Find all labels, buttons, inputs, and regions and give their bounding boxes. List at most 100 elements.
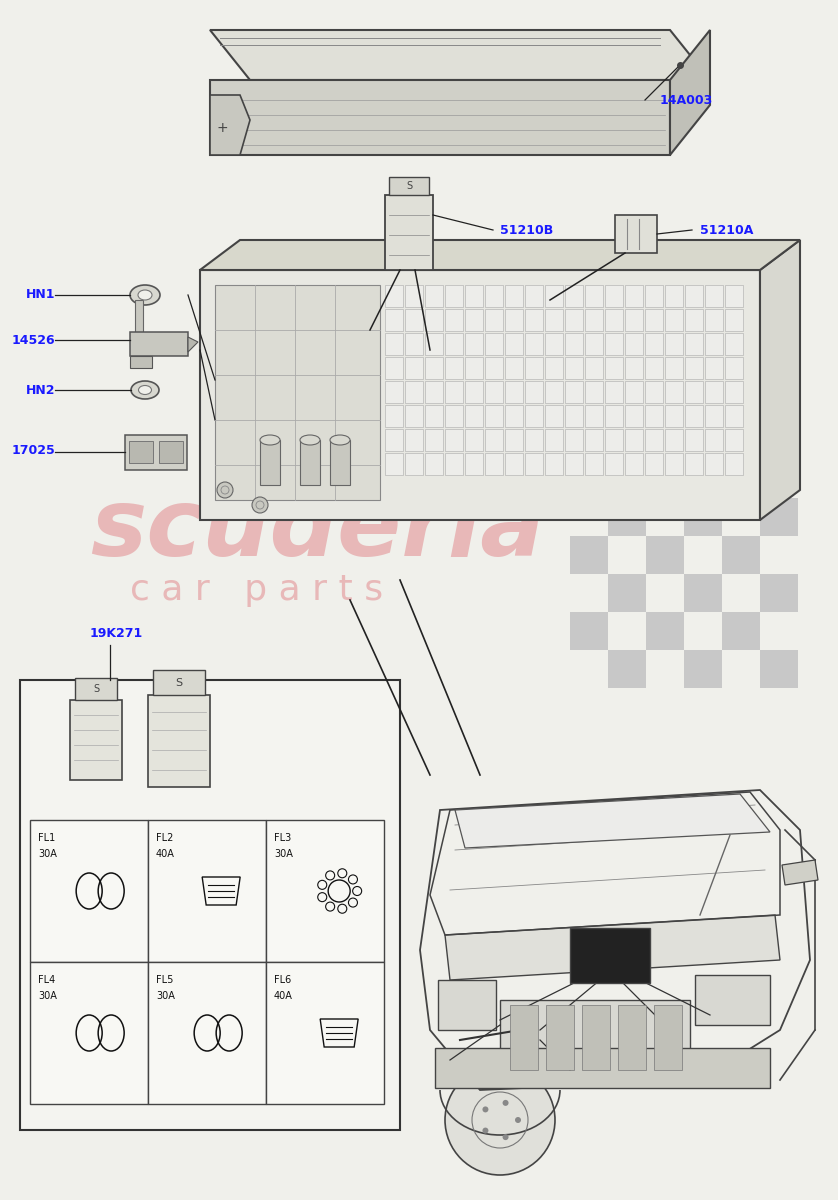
Bar <box>505 332 523 355</box>
Bar <box>135 300 143 332</box>
Bar <box>725 428 743 451</box>
Bar <box>654 1006 682 1070</box>
Circle shape <box>515 1117 521 1123</box>
Bar <box>565 428 583 451</box>
Text: FL6: FL6 <box>274 974 292 985</box>
Bar <box>685 382 703 403</box>
Bar <box>685 404 703 427</box>
Ellipse shape <box>131 382 159 398</box>
Bar <box>70 700 122 780</box>
Bar <box>300 440 320 485</box>
Bar <box>405 452 423 475</box>
Bar <box>565 284 583 307</box>
Bar <box>438 980 496 1030</box>
Polygon shape <box>200 270 760 520</box>
Bar <box>445 404 463 427</box>
Text: 30A: 30A <box>156 991 175 1001</box>
Bar <box>505 382 523 403</box>
Text: 51210A: 51210A <box>700 223 753 236</box>
Text: FL1: FL1 <box>38 833 55 842</box>
Bar <box>159 440 183 463</box>
Bar <box>725 308 743 331</box>
Bar <box>389 176 429 194</box>
Bar <box>565 452 583 475</box>
Bar <box>685 428 703 451</box>
Bar <box>605 452 623 475</box>
Bar <box>585 284 603 307</box>
Bar <box>585 382 603 403</box>
Text: 14A003: 14A003 <box>660 94 713 107</box>
Bar <box>215 284 380 500</box>
Ellipse shape <box>260 434 280 445</box>
Polygon shape <box>210 80 670 155</box>
Bar <box>330 440 350 485</box>
Bar <box>385 404 403 427</box>
Bar <box>505 428 523 451</box>
Text: 30A: 30A <box>274 850 292 859</box>
Bar <box>665 382 683 403</box>
Bar <box>725 332 743 355</box>
Text: 40A: 40A <box>156 850 175 859</box>
Bar <box>725 404 743 427</box>
Bar <box>582 1006 610 1070</box>
Bar <box>465 332 483 355</box>
Bar <box>130 356 152 368</box>
Bar <box>685 332 703 355</box>
Bar <box>725 358 743 379</box>
Bar <box>608 498 646 536</box>
Bar <box>405 428 423 451</box>
Bar <box>485 308 503 331</box>
Bar <box>665 404 683 427</box>
Text: FL5: FL5 <box>156 974 173 985</box>
Polygon shape <box>670 30 710 155</box>
Bar <box>585 452 603 475</box>
Polygon shape <box>188 337 198 352</box>
Bar <box>725 452 743 475</box>
Bar <box>605 428 623 451</box>
Bar <box>545 358 563 379</box>
Bar <box>705 308 723 331</box>
Bar <box>645 452 663 475</box>
Bar <box>260 440 280 485</box>
Bar <box>565 404 583 427</box>
Bar <box>705 382 723 403</box>
Bar <box>625 358 643 379</box>
Text: c a r   p a r t s: c a r p a r t s <box>130 572 383 607</box>
Bar <box>148 820 266 962</box>
Bar <box>570 536 608 574</box>
Bar <box>465 428 483 451</box>
Ellipse shape <box>130 284 160 305</box>
Bar <box>425 358 443 379</box>
Bar <box>505 404 523 427</box>
Circle shape <box>503 1100 509 1106</box>
Bar <box>546 1006 574 1070</box>
Bar <box>435 1048 770 1088</box>
Bar <box>385 308 403 331</box>
Bar <box>618 1006 646 1070</box>
Bar <box>445 382 463 403</box>
Bar <box>545 284 563 307</box>
Bar <box>705 332 723 355</box>
Bar <box>665 308 683 331</box>
Bar <box>505 452 523 475</box>
Bar <box>525 284 543 307</box>
Ellipse shape <box>300 434 320 445</box>
Bar <box>645 382 663 403</box>
Bar <box>20 680 400 1130</box>
Bar <box>760 574 798 612</box>
Bar <box>625 284 643 307</box>
Bar <box>266 962 384 1104</box>
Bar <box>485 332 503 355</box>
Bar <box>405 358 423 379</box>
Text: +: + <box>216 121 228 134</box>
Ellipse shape <box>330 434 350 445</box>
Bar <box>425 428 443 451</box>
Bar <box>725 382 743 403</box>
Bar <box>525 332 543 355</box>
Bar <box>645 284 663 307</box>
Bar <box>625 382 643 403</box>
Bar <box>148 962 266 1104</box>
Bar <box>425 452 443 475</box>
Text: HN2: HN2 <box>25 384 55 396</box>
Bar <box>545 332 563 355</box>
